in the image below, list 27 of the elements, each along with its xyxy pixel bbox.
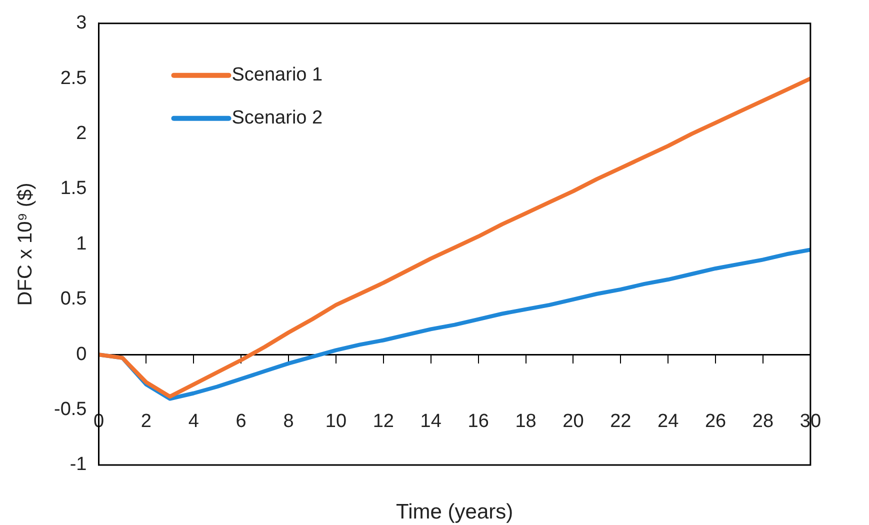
x-tick-label: 26 xyxy=(704,411,726,432)
y-tick-label: 3 xyxy=(76,12,87,34)
y-tick-label: 0 xyxy=(76,344,87,365)
x-tick-label: 18 xyxy=(515,411,536,432)
x-axis-title: Time (years) xyxy=(396,500,514,524)
x-tick-label: 24 xyxy=(658,411,680,432)
y-tick-label: 1 xyxy=(76,233,87,254)
x-tick-label: 22 xyxy=(610,411,632,432)
x-tick-label: 28 xyxy=(752,411,774,432)
y-tick-label: 0.5 xyxy=(60,288,87,310)
x-tick-label: 16 xyxy=(468,411,489,432)
y-axis-title: DFC x 10⁹ ($) xyxy=(14,182,37,306)
legend-label: Scenario 1 xyxy=(232,64,323,86)
x-tick-label: 8 xyxy=(283,411,294,432)
x-tick-label: 14 xyxy=(420,411,442,432)
legend-label: Scenario 2 xyxy=(232,108,323,129)
y-tick-label: 1.5 xyxy=(60,178,87,200)
y-tick-label: -0.5 xyxy=(54,399,87,420)
x-tick-label: 6 xyxy=(236,411,246,432)
y-tick-label: 2.5 xyxy=(60,68,87,89)
x-tick-label: 2 xyxy=(140,411,152,432)
x-tick-label: 10 xyxy=(325,411,347,432)
x-tick-label: 12 xyxy=(372,411,394,432)
x-tick-label: 4 xyxy=(188,411,200,432)
y-tick-label: 2 xyxy=(76,123,87,144)
y-tick-label: -1 xyxy=(70,454,87,476)
x-tick-label: 20 xyxy=(562,411,584,432)
